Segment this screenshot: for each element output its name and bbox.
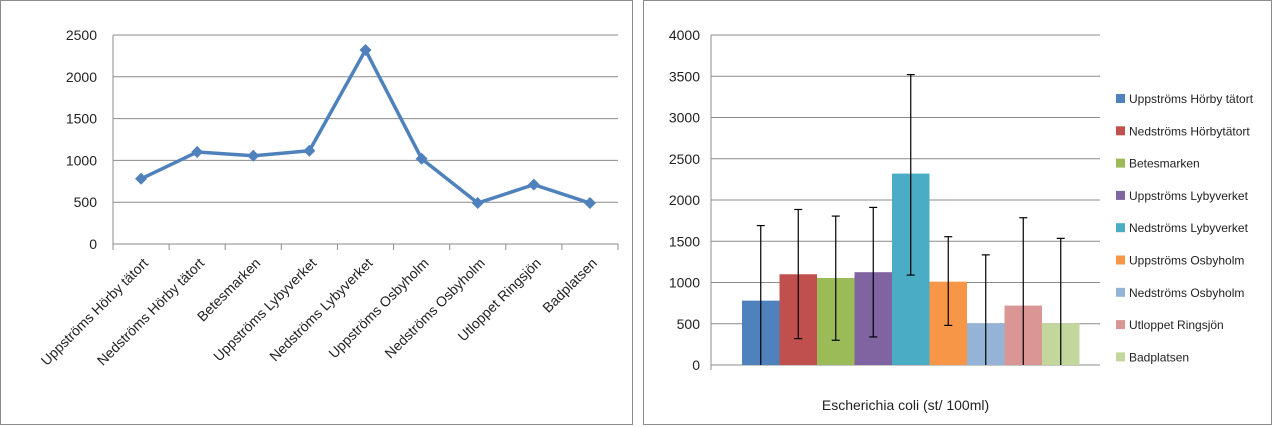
- x-axis-label: Escherichia coli (st/ 100ml): [822, 397, 989, 413]
- data-point-marker: [247, 149, 260, 162]
- y-tick-label: 1500: [66, 111, 97, 127]
- legend-label: Nedströms Osbyholm: [1129, 286, 1244, 300]
- legend-swatch: [1116, 94, 1125, 103]
- y-tick-label: 1000: [669, 275, 700, 291]
- data-point-marker: [359, 44, 372, 57]
- legend-swatch: [1116, 352, 1125, 362]
- y-tick-label: 3500: [669, 68, 700, 84]
- series-line: [140, 48, 591, 205]
- x-tick-label: Nedströms Hörby tätort: [94, 255, 208, 369]
- legend-label: Uppströms Hörby tätort: [1129, 92, 1254, 106]
- x-tick-label: Nedströms Lybyverket: [266, 255, 376, 365]
- y-tick-label: 2500: [669, 151, 700, 167]
- x-tick-label: Nedströms Osbyholm: [381, 255, 487, 361]
- legend-label: Nedströms Hörbytätort: [1129, 124, 1250, 138]
- legend-label: Utloppet Ringsjön: [1129, 318, 1224, 332]
- legend-label: Nedströms Lybyverket: [1129, 221, 1249, 235]
- data-point-marker: [191, 146, 204, 159]
- line-chart-panel: 0 500 1000 1500 2000 2500 Uppströms Hörby täto…: [0, 0, 633, 425]
- legend-label: Uppströms Lybyverket: [1129, 189, 1249, 203]
- data-point-marker: [135, 172, 148, 185]
- legend-label: Badplatsen: [1129, 350, 1189, 364]
- data-point-marker: [527, 178, 540, 191]
- data-point-marker: [583, 197, 596, 210]
- legend-swatch: [1116, 255, 1125, 265]
- legend-swatch: [1116, 287, 1125, 297]
- x-tick-label: Uppströms Osbyholm: [325, 255, 431, 361]
- line-chart: 0 500 1000 1500 2000 2500 Uppströms Hörby täto…: [38, 27, 619, 369]
- y-tick-label: 1500: [669, 233, 700, 249]
- legend-label: Betesmarken: [1129, 157, 1200, 171]
- y-tick-label: 500: [677, 316, 701, 332]
- bar-chart: 0 500 1000 1500 2000 2500 3000 3500 4000 Escheric…: [669, 27, 1254, 413]
- legend-swatch: [1116, 126, 1125, 136]
- x-tick-label: Uppströms Lybyverket: [210, 255, 320, 365]
- legend-swatch: [1116, 320, 1125, 330]
- y-tick-label: 1000: [66, 152, 97, 168]
- y-tick-label: 4000: [669, 27, 700, 43]
- bar-chart-panel: 0 500 1000 1500 2000 2500 3000 3500 4000 Escheric…: [643, 0, 1272, 425]
- data-point-marker: [303, 144, 316, 157]
- legend-swatch: [1116, 223, 1125, 233]
- data-point-marker: [415, 152, 428, 165]
- y-tick-label: 2000: [669, 192, 700, 208]
- y-tick-label: 0: [89, 236, 97, 252]
- y-tick-label: 0: [692, 357, 700, 373]
- x-tick-label: Uppströms Hörby tätort: [38, 255, 152, 369]
- data-point-marker: [471, 197, 484, 210]
- x-tick-label: Badplatsen: [539, 255, 600, 316]
- y-tick-label: 2500: [66, 27, 97, 43]
- y-tick-label: 500: [74, 194, 98, 210]
- legend-swatch: [1116, 190, 1125, 200]
- legend-swatch: [1116, 158, 1125, 168]
- y-tick-label: 3000: [669, 110, 700, 126]
- y-tick-label: 2000: [66, 69, 97, 85]
- legend-label: Uppströms Osbyholm: [1129, 254, 1244, 268]
